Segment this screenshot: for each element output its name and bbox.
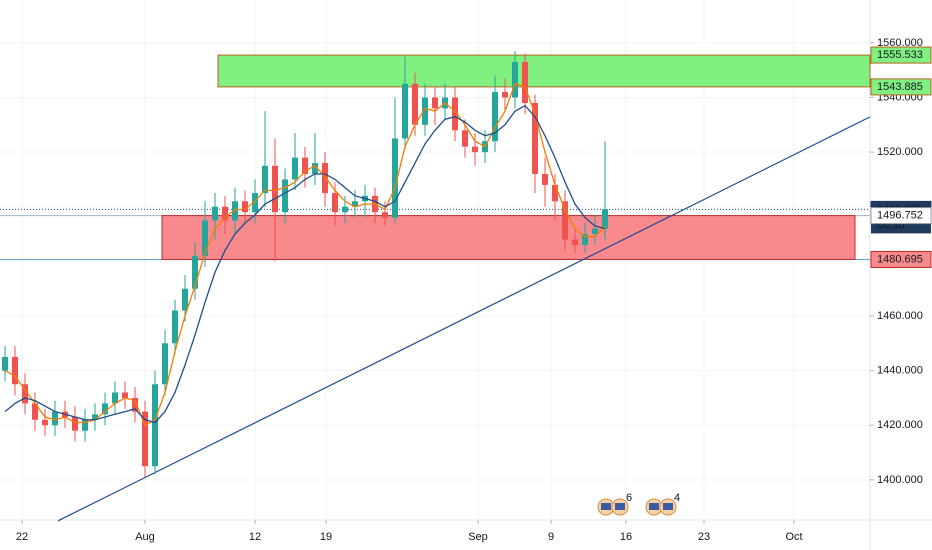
candle-body bbox=[202, 220, 208, 256]
candle-body bbox=[312, 163, 318, 174]
candle-body bbox=[382, 212, 388, 218]
y-tick-label: 1400.000 bbox=[877, 474, 923, 486]
zone bbox=[217, 54, 871, 88]
candle-body bbox=[92, 414, 98, 420]
x-tick-label: 16 bbox=[620, 531, 632, 543]
candle-body bbox=[562, 201, 568, 240]
price-label: 1480.695 bbox=[877, 253, 923, 265]
price-label: 1543.885 bbox=[877, 81, 923, 93]
trendline bbox=[57, 116, 871, 522]
candle-body bbox=[82, 419, 88, 431]
candle-body bbox=[292, 157, 298, 180]
moving-average bbox=[4, 83, 606, 427]
y-tick-label: 1520.000 bbox=[877, 146, 923, 158]
event-flag bbox=[601, 503, 611, 510]
price-label: 1555.533 bbox=[877, 49, 923, 61]
candle-body bbox=[592, 228, 598, 235]
candle-body bbox=[512, 61, 518, 98]
candle-body bbox=[182, 288, 188, 311]
candle-body bbox=[252, 193, 258, 213]
candle-body bbox=[432, 97, 438, 109]
candle-body bbox=[2, 356, 8, 371]
event-flag bbox=[663, 503, 673, 510]
x-tick-label: 22 bbox=[16, 531, 28, 543]
candle-body bbox=[192, 255, 198, 289]
candle-body bbox=[32, 403, 38, 420]
candle-body bbox=[102, 403, 108, 415]
candle-body bbox=[232, 201, 238, 221]
candle-body bbox=[492, 92, 498, 142]
candle-body bbox=[152, 384, 158, 467]
candle-body bbox=[272, 165, 278, 213]
candle-body bbox=[12, 356, 18, 385]
y-tick-label: 1560.000 bbox=[877, 37, 923, 49]
candle-body bbox=[532, 102, 538, 174]
candle-body bbox=[542, 173, 548, 185]
candle-body bbox=[242, 201, 248, 213]
candle-body bbox=[472, 146, 478, 153]
candle-body bbox=[502, 92, 508, 98]
candle-body bbox=[172, 310, 178, 344]
candle-body bbox=[112, 392, 118, 404]
candle-body bbox=[142, 411, 148, 467]
event-flag bbox=[615, 503, 625, 510]
candle-body bbox=[342, 206, 348, 213]
candle-body bbox=[282, 179, 288, 213]
x-tick-label: 12 bbox=[249, 531, 261, 543]
candle-body bbox=[302, 157, 308, 174]
candle-body bbox=[122, 392, 128, 398]
candle-body bbox=[402, 83, 408, 139]
candle-body bbox=[162, 343, 168, 385]
x-tick-label: Aug bbox=[135, 531, 155, 543]
y-tick-label: 1460.000 bbox=[877, 310, 923, 322]
x-tick-label: 9 bbox=[548, 531, 554, 543]
candle-body bbox=[332, 193, 338, 213]
candle-body bbox=[602, 209, 608, 229]
x-tick-label: 23 bbox=[698, 531, 710, 543]
moving-average bbox=[4, 104, 606, 424]
candle-body bbox=[352, 201, 358, 207]
x-tick-label: Sep bbox=[468, 531, 488, 543]
event-badge-count: 6 bbox=[626, 492, 632, 504]
candle-body bbox=[452, 97, 458, 131]
candle-body bbox=[412, 83, 418, 125]
candle-body bbox=[582, 234, 588, 245]
candle-body bbox=[392, 138, 398, 218]
event-badge-count: 4 bbox=[674, 492, 680, 504]
candle-body bbox=[132, 397, 138, 412]
price-label: 1496.752 bbox=[877, 210, 923, 222]
candle-body bbox=[552, 184, 558, 202]
candle-body bbox=[322, 163, 328, 194]
candle-body bbox=[222, 206, 228, 221]
y-tick-label: 1420.000 bbox=[877, 419, 923, 431]
y-tick-label: 1440.000 bbox=[877, 365, 923, 377]
candle-body bbox=[572, 239, 578, 245]
candle-body bbox=[72, 417, 78, 431]
candle-body bbox=[52, 411, 58, 426]
x-tick-label: 19 bbox=[320, 531, 332, 543]
zone bbox=[161, 215, 856, 260]
candle-body bbox=[262, 165, 268, 194]
candle-body bbox=[422, 97, 428, 125]
price-label-bg bbox=[870, 250, 932, 268]
candle-body bbox=[462, 130, 468, 147]
candle-body bbox=[22, 384, 28, 404]
price-label-bg bbox=[870, 46, 932, 64]
candle-body bbox=[522, 61, 528, 103]
price-label-bg bbox=[870, 78, 932, 96]
candle-body bbox=[212, 206, 218, 221]
candle-body bbox=[42, 419, 48, 426]
price-label-bg bbox=[870, 207, 932, 225]
event-flag bbox=[649, 503, 659, 510]
x-tick-label: Oct bbox=[785, 531, 802, 543]
